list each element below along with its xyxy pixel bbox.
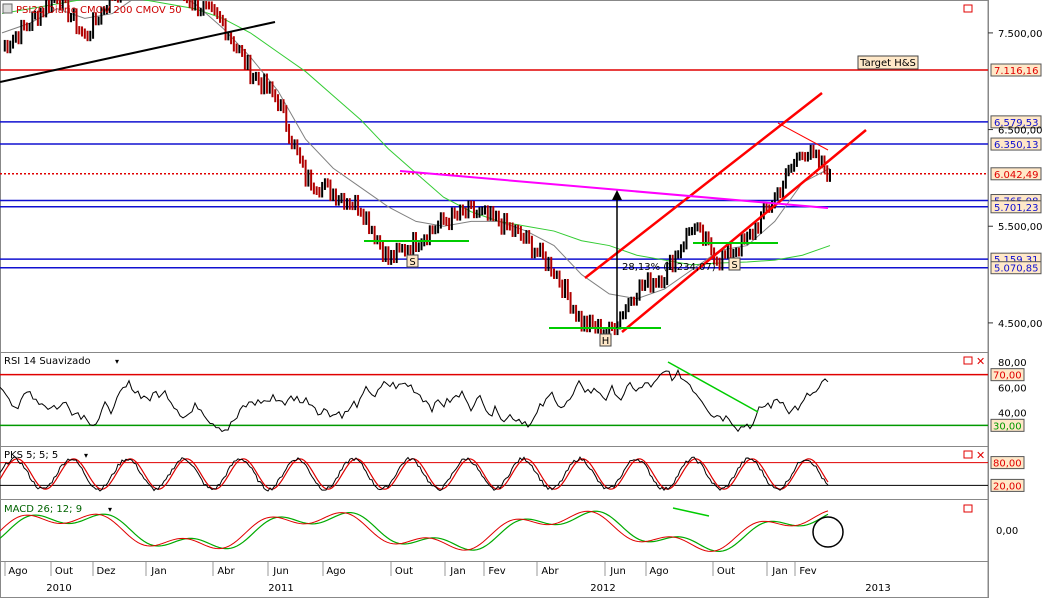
channel-upper [584,92,823,279]
target-label: Target H&S [859,58,916,69]
rsi-tick-label: 40,00 [998,409,1027,420]
stoch-level-label: 20,00 [993,481,1022,492]
channel-lower [621,129,867,333]
macd-panel [0,499,989,562]
price-levels: 7.116,166.579,536.350,136.042,495.765,98… [0,63,1042,275]
macd-highlight-circle [812,516,844,548]
neckline [399,170,829,209]
indicator-lines: 70,00 30,00 80,00 60,00 40,00 80,00 20,00 [0,358,1027,552]
level-label: 6.350,13 [994,140,1039,151]
month-label: Jun [272,566,289,577]
rsi-tick-label: 80,00 [998,358,1027,369]
trend-drawings [0,21,867,333]
rsi-title: RSI 14 Suavizado [4,356,91,367]
year-label: 2013 [865,583,890,594]
month-label: Jan [449,566,465,577]
rsi-close-icon[interactable]: ✕ [976,355,985,368]
macd-divergence-line [672,507,710,517]
price-series [3,0,831,340]
right-shoulder-box [728,257,741,271]
month-label: Out [55,566,73,577]
macd-signal-line [0,510,829,552]
left-shoulder-box [406,254,419,268]
level-label: 7.116,16 [994,66,1039,77]
rsi-dropdown-icon[interactable]: ▾ [115,357,119,366]
measure-label: 28,13% (1.234,07) [622,262,716,273]
rsi-level-label: 30,00 [993,421,1022,432]
rsi-level-label: 70,00 [993,371,1022,382]
right-shoulder-label: S [731,260,737,271]
macd-zero-tick: 0,00 [996,526,1018,537]
sma50-line [1,0,831,300]
month-label: Jan [150,566,166,577]
month-label: Abr [217,566,235,577]
rsi-panel [0,352,989,447]
head-label: H [602,336,610,347]
month-label: Abr [541,566,559,577]
stoch-k-line [0,456,829,492]
level-label: 6.042,49 [994,170,1039,181]
macd-dropdown-icon[interactable]: ▾ [108,505,112,514]
x-axis-ticks: Ago Out Dez Jan Abr Jun Ago Out Jan Fev Abr Jun Ago O… [4,562,891,594]
month-label: Dez [96,566,115,577]
month-label: Fev [488,566,505,577]
level-label: 5.070,85 [994,264,1039,275]
month-label: Ago [326,566,345,577]
level-tag [990,63,1042,77]
month-label: Out [395,566,413,577]
y-tick-label: 4.500,00 [998,319,1043,330]
main-panel [0,0,989,353]
long-trendline [0,21,276,83]
stoch-maximize-icon[interactable] [963,450,973,459]
maximize-icon[interactable] [963,4,973,13]
left-shoulder-label: S [409,257,415,268]
stoch-close-icon[interactable]: ✕ [976,449,985,462]
stoch-panel [0,446,989,500]
macd-title: MACD 26; 12; 9 [4,504,82,515]
y-tick-label: 6.500,00 [998,126,1043,137]
year-label: 2011 [268,583,293,594]
y-tick-label: 5.500,00 [998,222,1043,233]
time-axis [0,561,989,598]
window-icon[interactable] [2,3,13,14]
stoch-level-tag [990,478,1025,492]
month-label: Jan [771,566,787,577]
stoch-title: PKS 5; 5; 5 [4,450,58,461]
month-label: Jun [609,566,626,577]
year-label: 2010 [46,583,71,594]
stoch-level-label: 80,00 [993,459,1022,470]
rsi-tick-label: 60,00 [998,383,1027,394]
rsi-level-tag [990,418,1025,432]
rsi-line [0,368,829,433]
level-tag [990,167,1042,181]
head-box [599,333,612,347]
level-tag [990,137,1042,151]
macd-maximize-icon[interactable] [963,504,973,513]
rsi-divergence-line [667,361,759,413]
level-label: 5.159,31 [994,255,1039,266]
y-tick-label: 7.500,00 [998,29,1043,40]
level-label: 5.701,23 [994,203,1039,214]
month-label: Fev [799,566,816,577]
stoch-level-tag [990,456,1025,470]
main-legend: PSI20 Diário CMOV 200 CMOV 50 [16,4,182,16]
month-label: Ago [8,566,27,577]
pullback-line [777,122,829,151]
macd-line [0,510,829,552]
stoch-dropdown-icon[interactable]: ▾ [84,451,88,460]
measure-arrowhead [612,190,622,200]
level-tag [990,115,1042,129]
y-axis-ticks: 7.500,00 6.500,00 5.500,00 4.500,00 [988,29,1043,330]
target-box [857,55,919,70]
level-label: 6.579,53 [994,118,1039,129]
month-label: Out [717,566,735,577]
level-tag [990,261,1042,275]
rsi-maximize-icon[interactable] [963,356,973,365]
rsi-level-tag [990,368,1025,382]
level-tag [990,200,1042,214]
year-label: 2012 [590,583,615,594]
month-label: Ago [649,566,668,577]
